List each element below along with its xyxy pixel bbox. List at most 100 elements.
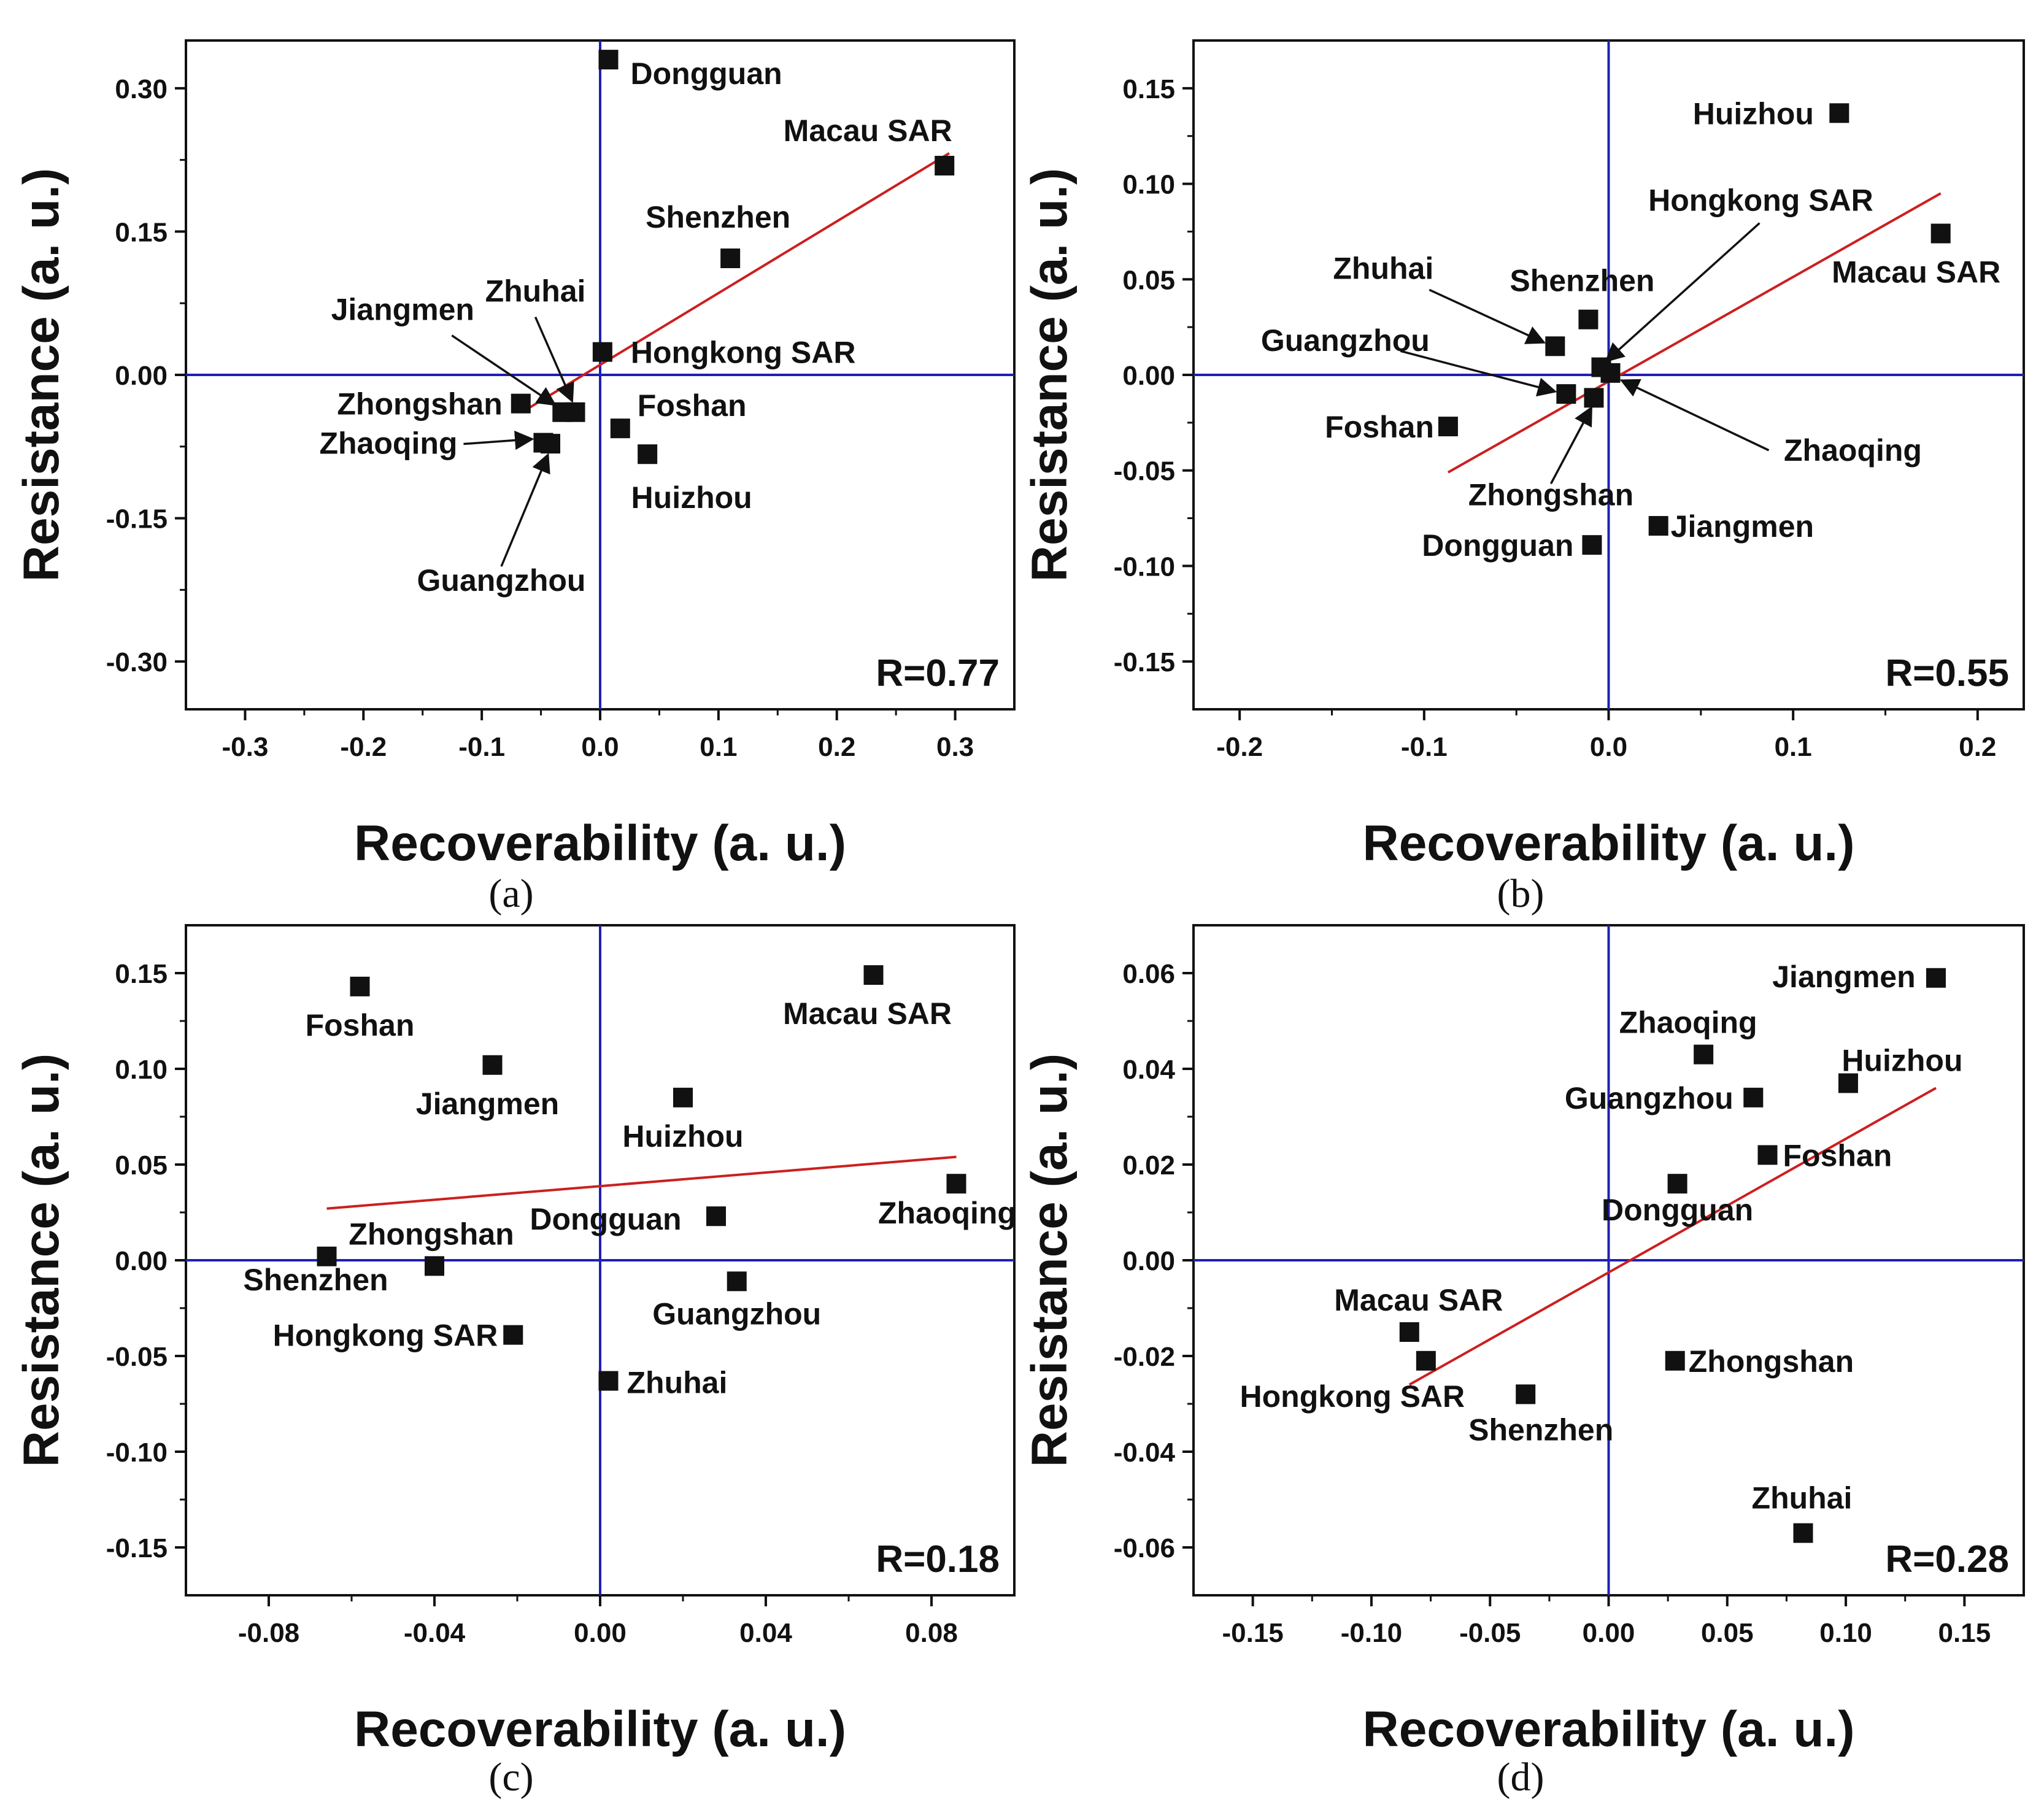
- y-tick-label: -0.30: [106, 647, 168, 677]
- x-tick-label: 0.08: [905, 1618, 958, 1648]
- data-point-hongkong-sar: [1416, 1350, 1436, 1371]
- point-label-macau-sar: Macau SAR: [784, 114, 952, 148]
- data-point-zhuhai: [598, 1371, 619, 1391]
- y-tick-label: -0.05: [106, 1342, 168, 1372]
- point-label-hongkong-sar: Hongkong SAR: [273, 1319, 498, 1353]
- panel-caption: (b): [1497, 871, 1545, 916]
- fit-line: [1408, 1087, 1937, 1386]
- fit-line: [1447, 192, 1942, 474]
- data-point-zhongshan: [425, 1256, 444, 1276]
- x-tick-label: -0.3: [222, 732, 269, 762]
- point-label-shenzhen: Shenzhen: [1510, 264, 1654, 298]
- point-label-zhaoqing: Zhaoqing: [1784, 433, 1922, 468]
- x-tick-label: 0.2: [1959, 732, 1996, 762]
- point-label-jiangmen: Jiangmen: [1772, 960, 1915, 994]
- data-point-zhuhai: [565, 402, 585, 422]
- panel-caption: (d): [1497, 1755, 1545, 1800]
- point-label-zhaoqing: Zhaoqing: [1619, 1006, 1757, 1040]
- point-label-zhaoqing: Zhaoqing: [878, 1196, 1016, 1230]
- data-point-huizhou: [638, 444, 658, 464]
- point-label-foshan: Foshan: [306, 1008, 415, 1042]
- y-axis-title: Resistance (a. u.): [13, 1053, 69, 1467]
- data-point-macau-sar: [1399, 1322, 1419, 1342]
- point-label-foshan: Foshan: [1783, 1138, 1892, 1173]
- point-label-shenzhen: Shenzhen: [243, 1263, 388, 1297]
- point-label-shenzhen: Shenzhen: [1468, 1412, 1613, 1447]
- data-point-guangzhou: [541, 434, 560, 454]
- data-point-shenzhen: [317, 1246, 337, 1266]
- point-label-macau-sar: Macau SAR: [783, 996, 952, 1031]
- x-tick-label: 0.1: [700, 732, 737, 762]
- point-label-zhuhai: Zhuhai: [1333, 251, 1433, 285]
- point-label-huizhou: Huizhou: [1693, 96, 1814, 131]
- x-axis-title: Recoverability (a. u.): [354, 1701, 846, 1757]
- x-tick-label: 0.04: [739, 1618, 792, 1648]
- pointer-arrow-hongkong-sar: [1605, 222, 1761, 363]
- y-tick-label: -0.05: [1114, 456, 1175, 487]
- x-tick-label: -0.2: [1216, 732, 1263, 762]
- panel-a: -0.3 -0.2 -0.1 0.0 0.1 0.2 0.3 -0.30 -0.15 0.00 0.…: [13, 39, 1016, 916]
- x-tick-label: -0.10: [1341, 1618, 1402, 1648]
- data-point-hongkong-sar: [503, 1325, 523, 1345]
- x-tick-label: -0.1: [1401, 732, 1448, 762]
- y-tick-label: -0.15: [106, 504, 168, 534]
- y-tick-label: 0.00: [1122, 1246, 1175, 1276]
- x-tick-label: -0.1: [458, 732, 505, 762]
- x-tick-label: 0.00: [1583, 1618, 1635, 1648]
- data-point-macau-sar: [1930, 223, 1951, 244]
- data-point-foshan: [1438, 417, 1458, 437]
- point-label-jiangmen: Jiangmen: [1671, 509, 1814, 544]
- data-point-foshan: [610, 418, 630, 439]
- point-label-zhongshan: Zhongshan: [1689, 1344, 1854, 1379]
- y-tick-label: 0.00: [115, 361, 168, 391]
- point-label-guangzhou: Guangzhou: [652, 1296, 821, 1331]
- x-axis-title: Recoverability (a. u.): [1362, 1701, 1854, 1757]
- y-tick-label: 0.06: [1122, 959, 1175, 989]
- point-label-dongguan: Dongguan: [1602, 1193, 1753, 1227]
- x-tick-label: -0.08: [238, 1618, 299, 1648]
- fit-line: [521, 152, 950, 414]
- data-point-jiangmen: [1926, 968, 1946, 988]
- point-label-zhaoqing: Zhaoqing: [319, 426, 457, 461]
- panel-caption: (c): [488, 1755, 533, 1800]
- pointer-arrow-zhaoqing: [1619, 379, 1770, 452]
- x-tick-label: -0.2: [340, 732, 387, 762]
- y-axis-title: Resistance (a. u.): [13, 168, 69, 582]
- y-tick-label: -0.06: [1114, 1533, 1175, 1563]
- x-tick-label: 0.2: [818, 732, 855, 762]
- data-point-guangzhou: [1556, 384, 1576, 404]
- correlation-label: R=0.55: [1885, 652, 2009, 695]
- data-point-guangzhou: [1743, 1087, 1764, 1107]
- y-tick-label: 0.00: [1122, 361, 1175, 391]
- y-tick-label: -0.10: [1114, 552, 1175, 582]
- point-label-dongguan: Dongguan: [530, 1202, 681, 1236]
- point-label-shenzhen: Shenzhen: [646, 200, 790, 234]
- x-tick-label: -0.15: [1222, 1618, 1283, 1648]
- data-point-shenzhen: [1516, 1384, 1536, 1404]
- x-tick-label: -0.04: [404, 1618, 466, 1648]
- panel-d: -0.15 -0.10 -0.05 0.00 0.05 0.10 0.15 -0.06 -0.0…: [1022, 924, 2025, 1800]
- y-tick-label: 0.15: [115, 217, 168, 247]
- data-point-foshan: [350, 976, 370, 996]
- y-tick-label: -0.15: [1114, 647, 1175, 677]
- data-point-hongkong-sar: [592, 342, 612, 362]
- data-point-zhaoqing: [1600, 363, 1621, 383]
- x-axis-title: Recoverability (a. u.): [1362, 815, 1854, 871]
- panel-c: -0.08 -0.04 0.00 0.04 0.08 -0.15 -0.10 -0.05 0.0…: [13, 924, 1016, 1800]
- point-label-zhongshan: Zhongshan: [337, 387, 502, 422]
- data-point-zhuhai: [1545, 336, 1565, 356]
- data-point-jiangmen: [1648, 516, 1668, 536]
- point-label-macau-sar: Macau SAR: [1832, 255, 2000, 290]
- x-tick-label: 0.05: [1701, 1618, 1754, 1648]
- y-tick-label: 0.05: [115, 1150, 168, 1181]
- y-axis-title: Resistance (a. u.): [1022, 1053, 1078, 1467]
- point-label-foshan: Foshan: [1325, 410, 1434, 444]
- pointer-arrow-zhuhai: [1429, 288, 1546, 344]
- point-label-jiangmen: Jiangmen: [331, 293, 474, 327]
- x-axis-title: Recoverability (a. u.): [354, 815, 846, 871]
- data-point-zhongshan: [511, 393, 531, 414]
- data-point-macau-sar: [863, 965, 884, 985]
- x-tick-label: 0.00: [574, 1618, 627, 1648]
- x-tick-label: 0.10: [1819, 1618, 1872, 1648]
